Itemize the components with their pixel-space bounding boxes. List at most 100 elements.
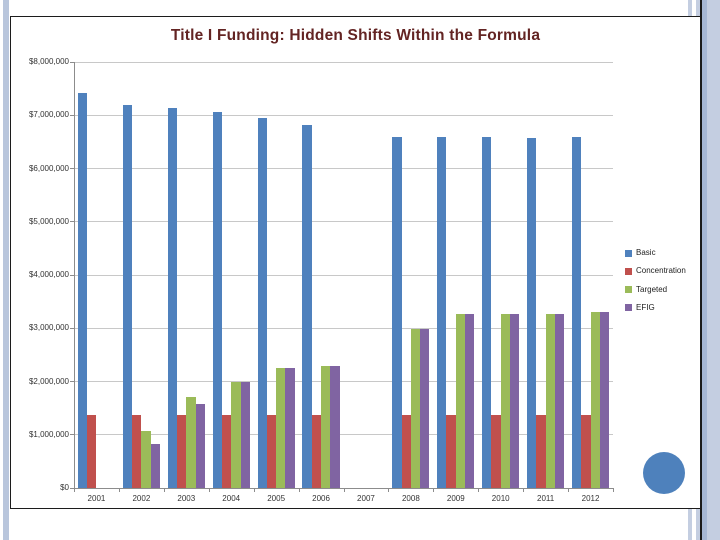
chart-title: Title I Funding: Hidden Shifts Within th… — [170, 27, 541, 44]
x-axis-tick — [523, 488, 525, 492]
gridline — [74, 114, 613, 116]
bar-basic-2008 — [392, 137, 402, 488]
bar-concentration-2011 — [536, 415, 546, 488]
bar-efig-2002 — [150, 443, 160, 488]
x-axis-label: 2012 — [581, 494, 600, 503]
x-axis-tick — [433, 488, 435, 492]
bar-basic-2010 — [482, 137, 492, 488]
bar-targeted-2004 — [231, 382, 241, 488]
bar-efig-2005 — [285, 368, 295, 488]
gridline — [74, 168, 613, 169]
bar-targeted-2006 — [321, 366, 331, 488]
x-axis-tick — [74, 488, 75, 492]
y-axis-label: $1,000,000 — [28, 429, 69, 439]
x-axis-label: 2001 — [87, 494, 106, 503]
gridline — [74, 274, 613, 276]
bar-basic-2011 — [527, 137, 537, 488]
legend-label: EFIG — [636, 302, 655, 312]
bar-targeted-2003 — [186, 397, 196, 488]
bar-targeted-2012 — [590, 311, 600, 488]
bar-efig-2003 — [195, 403, 205, 488]
y-axis-tick — [70, 434, 74, 436]
x-axis-label: 2006 — [312, 494, 330, 503]
y-axis-label: $3,000,000 — [28, 323, 69, 333]
bar-targeted-2011 — [545, 313, 555, 488]
bar-concentration-2004 — [221, 415, 232, 488]
decorative-circle — [643, 452, 685, 494]
y-axis-label: $8,000,000 — [28, 57, 69, 66]
gridline — [74, 327, 613, 329]
y-axis-label: $7,000,000 — [28, 110, 69, 120]
gridline — [74, 434, 613, 436]
y-axis-label: $0 — [60, 483, 69, 492]
x-axis-tick — [208, 488, 210, 492]
left-border-stripe — [3, 0, 9, 540]
bar-basic-2003 — [167, 107, 177, 488]
right-border-stripe-4 — [707, 0, 720, 540]
bar-targeted-2008 — [410, 329, 421, 488]
legend-entry-efig: EFIG — [625, 303, 655, 313]
bar-concentration-2010 — [491, 415, 501, 488]
bar-concentration-2006 — [311, 415, 322, 488]
bar-concentration-2012 — [581, 415, 591, 488]
bar-basic-2009 — [437, 137, 447, 488]
bar-efig-2009 — [465, 313, 475, 488]
bar-efig-2006 — [330, 366, 340, 488]
bar-basic-2012 — [571, 137, 582, 488]
bar-efig-2012 — [599, 311, 610, 488]
x-axis-label: 2003 — [177, 494, 196, 503]
bar-efig-2008 — [420, 329, 430, 488]
y-axis-label: $5,000,000 — [28, 216, 69, 226]
y-axis-label: $2,000,000 — [28, 376, 69, 386]
bar-targeted-2010 — [500, 313, 510, 488]
y-axis-tick — [70, 221, 74, 223]
y-axis-tick — [70, 114, 74, 116]
bar-targeted-2009 — [455, 313, 466, 488]
gridline — [74, 381, 613, 382]
bar-basic-2004 — [212, 111, 222, 488]
bar-efig-2010 — [510, 313, 520, 488]
legend-swatch-icon — [625, 304, 632, 312]
chart-frame: Title I Funding: Hidden Shifts Within th… — [10, 16, 701, 509]
x-axis-label: 2011 — [537, 494, 555, 503]
y-axis-tick — [70, 381, 74, 382]
x-axis-label: 2008 — [401, 494, 420, 503]
y-axis-tick — [70, 168, 74, 169]
legend-label: Targeted — [636, 284, 668, 294]
x-axis-tick — [478, 488, 480, 492]
x-axis-label: 2004 — [222, 494, 241, 503]
bar-concentration-2003 — [176, 415, 187, 488]
bar-concentration-2002 — [132, 415, 142, 488]
bar-targeted-2002 — [141, 431, 151, 488]
right-border-rule — [700, 0, 702, 540]
y-axis-label: $6,000,000 — [28, 163, 69, 173]
y-axis-label: $4,000,000 — [28, 270, 69, 279]
legend-entry-basic: Basic — [625, 248, 656, 258]
x-axis-tick — [253, 488, 255, 492]
bar-concentration-2009 — [446, 415, 456, 488]
bar-basic-2001 — [77, 92, 88, 488]
bar-targeted-2005 — [276, 368, 286, 488]
x-axis-tick — [568, 488, 570, 492]
x-axis-tick — [118, 488, 120, 492]
gridline — [74, 221, 613, 223]
gridline — [74, 61, 613, 63]
legend-swatch-icon — [625, 249, 632, 257]
x-axis-tick — [613, 488, 614, 492]
legend-label: Basic — [636, 248, 656, 257]
x-axis-label: 2002 — [132, 494, 151, 503]
y-axis-tick — [70, 487, 74, 489]
y-axis-line — [74, 62, 75, 488]
bar-efig-2011 — [554, 313, 565, 488]
legend-swatch-icon — [625, 286, 632, 294]
bar-basic-2005 — [257, 118, 267, 488]
x-axis-tick — [343, 488, 345, 492]
legend-swatch-icon — [625, 267, 632, 275]
y-axis-tick — [70, 61, 74, 63]
x-axis-label: 2007 — [357, 494, 375, 503]
bar-efig-2004 — [240, 382, 250, 488]
bar-concentration-2008 — [401, 415, 411, 488]
bar-basic-2006 — [302, 124, 312, 488]
right-border-stripe-3 — [702, 0, 707, 540]
